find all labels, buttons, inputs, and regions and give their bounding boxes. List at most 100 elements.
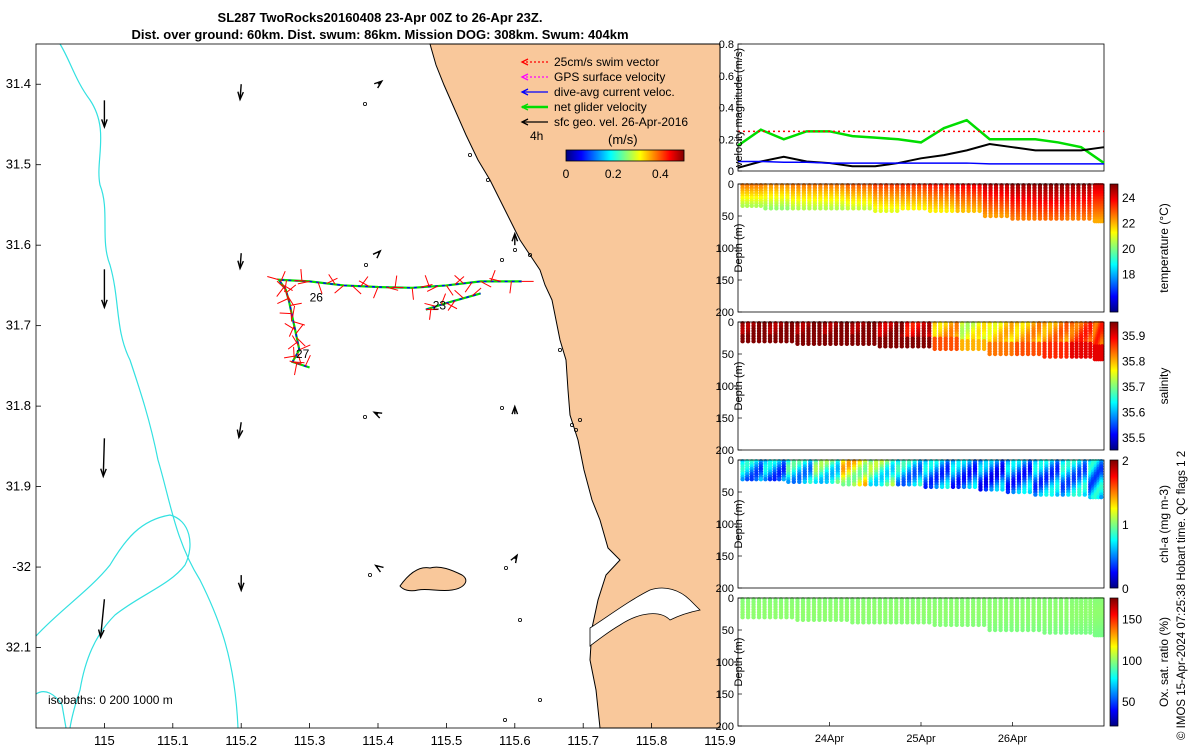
scatter-point: [981, 622, 987, 628]
colorbar-cell: [642, 150, 644, 161]
colorbar-cell: [1110, 482, 1118, 484]
colorbar-cell: [1110, 240, 1118, 242]
colorbar-cell: [1110, 244, 1118, 246]
colorbar-cell: [1110, 693, 1118, 695]
swim-vector: [276, 280, 287, 290]
colorbar-cell: [1110, 677, 1118, 679]
scatter-point: [906, 482, 912, 487]
colorbar-cell: [1110, 602, 1118, 604]
colorbar-cell: [1110, 468, 1118, 470]
colorbar-cell: [590, 150, 592, 161]
scatter-point: [811, 341, 817, 346]
legend-arrowhead: [520, 58, 529, 66]
colorbar-cell: [1110, 617, 1118, 619]
colorbar-cell: [1110, 607, 1118, 609]
colorbar-cell: [1110, 462, 1118, 464]
scatter-point: [867, 206, 872, 211]
colorbar-cell: [1110, 721, 1118, 723]
scatter-point: [873, 482, 879, 487]
estuary: [589, 587, 701, 647]
colorbar-cell: [1110, 506, 1118, 508]
scatter-point: [1049, 492, 1055, 497]
scatter-point: [740, 203, 745, 208]
colorbar-cell: [593, 150, 595, 161]
colorbar-cell: [1110, 311, 1118, 313]
colorbar-cell: [572, 150, 574, 161]
colorbar-cell: [1110, 253, 1118, 255]
colorbar-cell: [1110, 486, 1118, 488]
colorbar-cell: [1110, 552, 1118, 554]
colorbar-cell: [1110, 507, 1118, 509]
colorbar-cell: [1110, 301, 1118, 303]
scatter-point: [786, 479, 791, 484]
scatter-point: [888, 620, 894, 625]
colorbar-cell: [646, 150, 648, 161]
colorbar-cell: [657, 150, 659, 161]
colorbar-cell: [1110, 334, 1118, 336]
scatter-point: [938, 622, 943, 628]
islet: [570, 422, 575, 427]
colorbar-cell: [638, 150, 640, 161]
velocity-series: [737, 142, 1105, 169]
ylabel: Depth (m): [733, 500, 745, 549]
colorbar-cell: [1110, 490, 1118, 492]
colorbar-cell: [1110, 259, 1118, 261]
colorbar-cell: [1110, 675, 1118, 677]
scatter-point: [1010, 216, 1015, 221]
colorbar-cell: [1110, 707, 1118, 709]
scatter-point: [960, 208, 966, 214]
colorbar-cell: [680, 150, 682, 161]
colorbar-cell: [677, 150, 679, 161]
scatter-point: [873, 208, 878, 214]
scatter-point: [763, 206, 768, 211]
colorbar-tick-label: 35.8: [1122, 354, 1146, 368]
swim-vector: [386, 286, 399, 291]
islet: [363, 262, 368, 267]
colorbar-cell: [1110, 187, 1118, 189]
scatter-point: [959, 346, 965, 352]
colorbar-cell: [1110, 231, 1118, 233]
colorbar-cell: [1110, 564, 1118, 566]
colorbar-cell: [1110, 691, 1118, 693]
legend-entry: net glider velocity: [554, 100, 647, 114]
scatter-point: [801, 206, 807, 211]
scatter-point: [899, 344, 904, 349]
colorbar-cell: [596, 150, 598, 161]
scatter-point: [1038, 492, 1044, 497]
colorbar-cell: [1110, 399, 1118, 401]
colorbar-cell: [1110, 511, 1118, 513]
colorbar-cell: [1110, 305, 1118, 307]
colorbar-cell: [1110, 639, 1118, 641]
colorbar-cell: [1110, 688, 1118, 690]
islet: [502, 718, 507, 723]
colorbar-cell: [1110, 654, 1118, 656]
colorbar-cell: [1110, 519, 1118, 521]
colorbar-cell: [1110, 501, 1118, 503]
colorbar-cell: [1110, 364, 1118, 366]
colorbar-cell: [1110, 683, 1118, 685]
colorbar-cell: [1110, 494, 1118, 496]
colorbar-cell: [1110, 713, 1118, 715]
colorbar-cell: [1110, 406, 1118, 408]
scatter-point: [1064, 354, 1069, 359]
colorbar-cell: [1110, 213, 1118, 215]
scatter-point: [745, 339, 751, 344]
colorbar-cell: [1110, 640, 1118, 642]
colorbar-cell: [1110, 673, 1118, 675]
colorbar-cell: [1110, 574, 1118, 576]
colorbar-cell: [1110, 398, 1118, 400]
colorbar-cell: [1110, 361, 1118, 363]
colorbar-cell: [1110, 287, 1118, 289]
colorbar-cell: [1110, 658, 1118, 660]
colorbar-tick-label: 0.4: [652, 167, 669, 181]
colorbar-cell: [636, 150, 638, 161]
colorbar-cell: [1110, 446, 1118, 448]
colorbar-cell: [1110, 536, 1118, 538]
ytick-label: 50: [722, 211, 734, 223]
scatter-point: [855, 341, 861, 346]
scatter-point: [1032, 216, 1037, 221]
colorbar-cell: [595, 150, 597, 161]
scatter-point: [1037, 216, 1043, 221]
scatter-point: [927, 344, 932, 349]
colorbar-cell: [1110, 272, 1118, 274]
